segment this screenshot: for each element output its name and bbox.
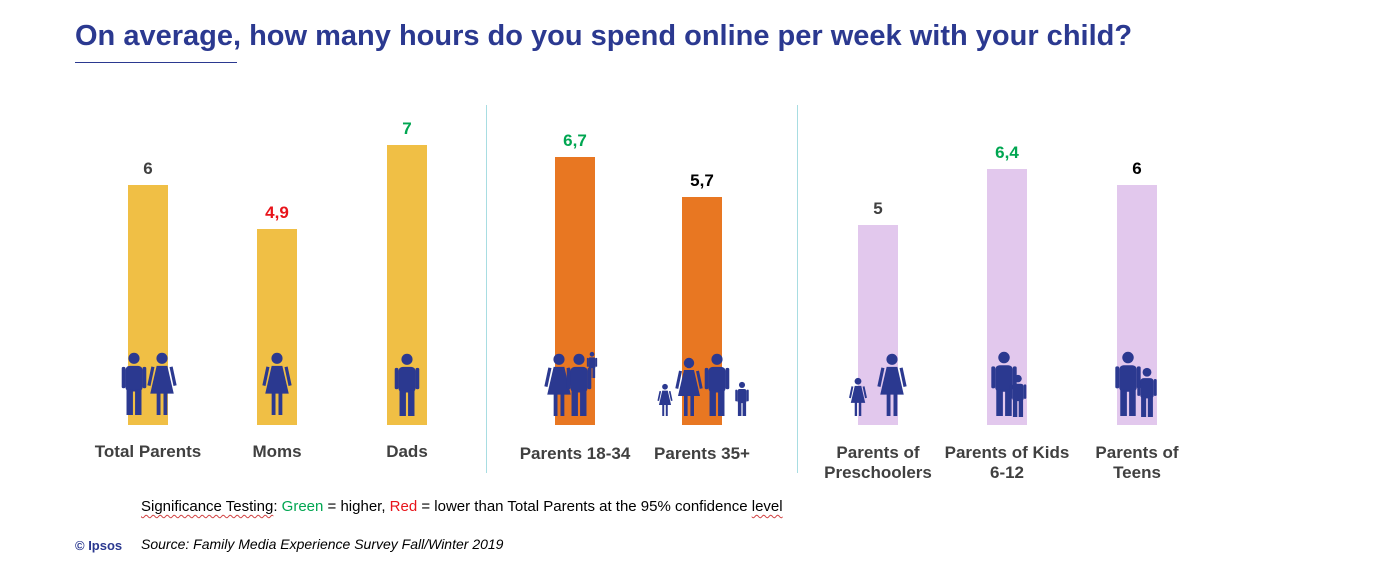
category-label: Parents 18-34 [520,444,631,463]
title-underline [75,62,237,63]
group-divider-2 [797,105,798,473]
bar-0-1 [257,229,297,425]
category-label: Parents of Kids [945,443,1070,462]
bar-value-label: 5 [873,199,882,218]
sig-green-word: Green [281,498,324,515]
man-icon [394,353,420,416]
group-divider-1 [486,105,487,473]
category-label: Parents 35+ [654,444,750,463]
chart-title: On average, how many hours do you spend … [75,20,1133,52]
sig-level-word: level [751,498,783,515]
woman-icon [262,352,292,415]
bar-value-label: 6 [143,159,152,178]
bar-chart: 6 Total Parents 4,9 Moms 7 Dads 6,7 Parents 18-… [95,119,1179,482]
category-label: Total Parents [95,442,201,461]
category-label: Preschoolers [824,463,932,482]
category-label: Moms [252,442,301,461]
parent-kid-icon [991,351,1027,417]
category-label: Dads [386,442,428,461]
couple-icon [121,352,177,415]
significance-note: Significance Testing: Green = higher, Re… [141,498,783,515]
category-label: Parents of [1095,443,1178,462]
parent-teen-icon [1115,351,1157,417]
young-parents-icon [544,351,598,416]
category-label: 6-12 [990,463,1024,482]
sig-prefix: Significance Testing [141,498,274,515]
bar-2-0 [858,225,898,425]
category-label: Teens [1113,463,1161,482]
sig-red-word: Red [389,498,418,515]
bar-value-label: 5,7 [690,171,714,190]
category-label: Parents of [836,443,919,462]
bar-value-label: 6,4 [995,143,1019,162]
parent-preschooler-icon [849,353,907,416]
bar-value-label: 4,9 [265,203,289,222]
source-note: Source: Family Media Experience Survey F… [141,536,504,552]
bar-value-label: 7 [402,119,411,138]
sig-red-text: = lower than Total Parents at the 95% co… [417,498,752,515]
bar-value-label: 6,7 [563,131,587,150]
sig-green-text: = higher, [323,498,390,515]
copyright: © Ipsos [75,538,123,553]
bar-value-label: 6 [1132,159,1141,178]
sig-colon: : [273,498,282,515]
family-icon [657,353,749,416]
